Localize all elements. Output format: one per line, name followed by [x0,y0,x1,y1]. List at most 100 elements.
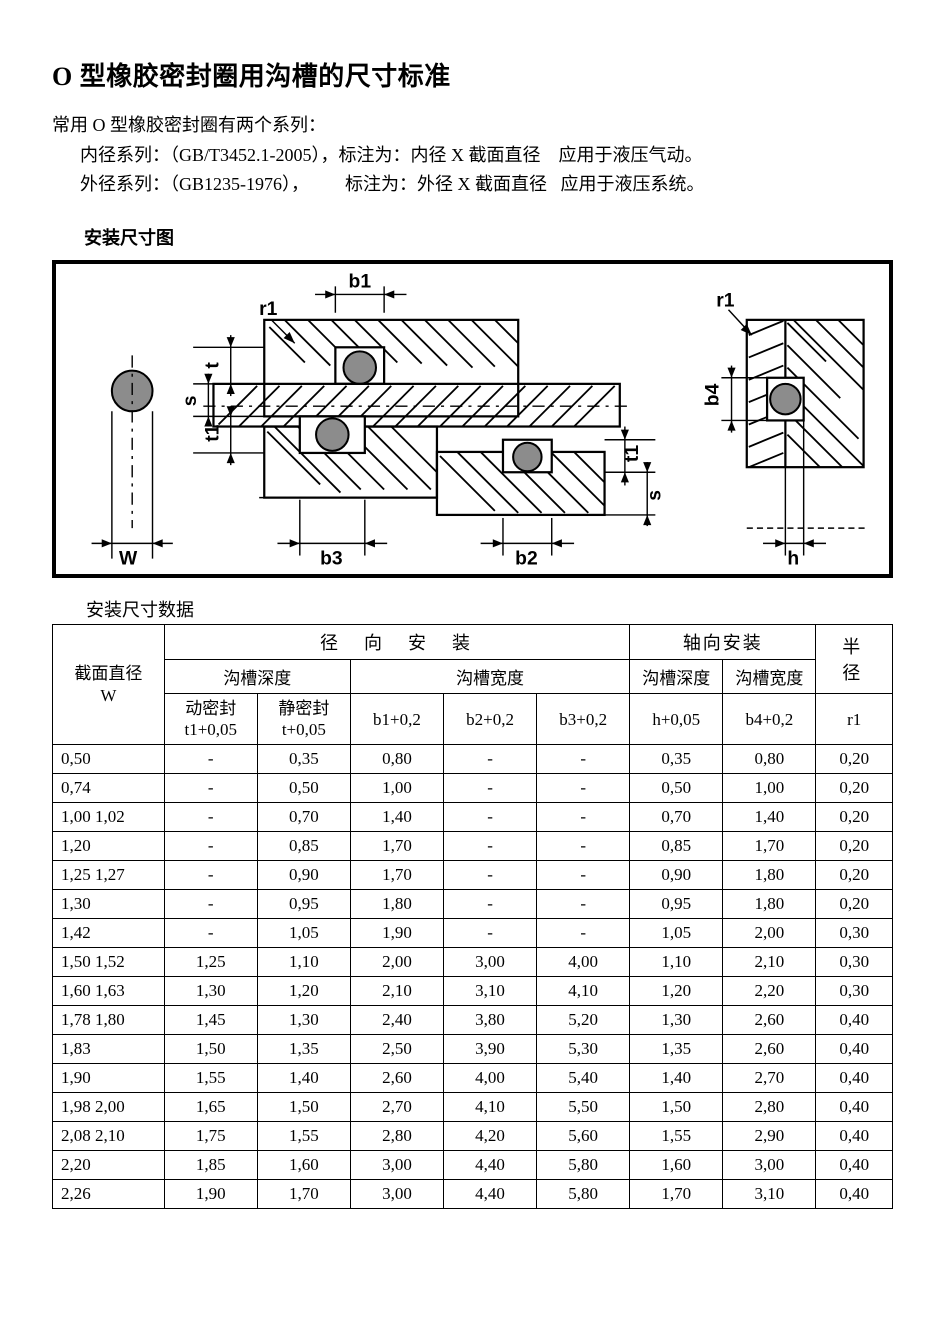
intro-line-2b: ， [291,174,309,194]
table-cell: 3,10 [444,977,537,1006]
table-cell: 1,75 [164,1122,257,1151]
table-cell: - [537,774,630,803]
th-r1: r1 [816,693,893,745]
th-radius: 半 径 [816,624,893,693]
table-cell: - [444,919,537,948]
table-cell: 0,70 [630,803,723,832]
label-b1: b1 [349,271,372,292]
table-cell: - [164,919,257,948]
table-cell: 1,85 [164,1151,257,1180]
table-cell: 1,25 [164,948,257,977]
th-groove-depth-radial: 沟槽深度 [164,659,350,693]
table-cell: 1,65 [164,1093,257,1122]
label-t1-left: t1 [203,424,224,441]
label-s-left: s [180,396,201,407]
th-static: 静密封 t+0,05 [257,693,350,745]
table-cell: 3,00 [444,948,537,977]
table-row: 0,74-0,501,00--0,501,000,20 [53,774,893,803]
table-row: 1,25 1,27-0,901,70--0,901,800,20 [53,861,893,890]
table-cell: 1,42 [53,919,165,948]
table-cell: 1,90 [164,1180,257,1209]
table-cell: 1,00 [350,774,443,803]
label-b4: b4 [702,383,723,406]
table-cell: 4,40 [444,1151,537,1180]
table-cell: 0,50 [630,774,723,803]
table-cell: 0,40 [816,1035,893,1064]
table-cell: 0,50 [53,745,165,774]
label-b3: b3 [320,549,343,570]
table-cell: 2,80 [350,1122,443,1151]
diagram-svg: W [56,264,889,574]
table-cell: 1,30 [164,977,257,1006]
table-cell: - [444,861,537,890]
table-cell: - [444,745,537,774]
th-dyn: 动密封 t1+0,05 [164,693,257,745]
table-row: 2,261,901,703,004,405,801,703,100,40 [53,1180,893,1209]
table-cell: 4,40 [444,1180,537,1209]
table-cell: 1,20 [257,977,350,1006]
table-row: 2,201,851,603,004,405,801,603,000,40 [53,1151,893,1180]
table-cell: 0,30 [816,948,893,977]
label-t1-right: t1 [622,445,643,462]
label-W: W [119,549,138,570]
table-cell: 1,45 [164,1006,257,1035]
table-cell: 0,40 [816,1093,893,1122]
table-cell: 4,10 [537,977,630,1006]
intro-line-1: 内径系列：（GB/T3452.1-2005），标注为：内径 X 截面直径 应用于… [52,141,893,171]
table-cell: 0,90 [257,861,350,890]
label-r1-center: r1 [259,299,278,320]
table-cell: 5,40 [537,1064,630,1093]
table-cell: 2,20 [53,1151,165,1180]
table-cell: 1,60 [630,1151,723,1180]
table-cell: 2,80 [723,1093,816,1122]
table-cell: 1,00 [723,774,816,803]
table-cell: 1,55 [164,1064,257,1093]
th-cross-section-l1: 截面直径 [74,664,142,683]
table-cell: 4,10 [444,1093,537,1122]
installation-diagram: W [52,260,893,578]
table-cell: 1,10 [630,948,723,977]
table-cell: 0,85 [630,832,723,861]
intro-line-1b: ，标注为：内径 X 截面直径 [321,145,541,165]
table-cell: 4,00 [444,1064,537,1093]
table-cell: - [537,803,630,832]
th-axial: 轴向安装 [630,624,816,659]
table-cell: 0,40 [816,1151,893,1180]
table-cell: 1,50 1,52 [53,948,165,977]
table-row: 1,98 2,001,651,502,704,105,501,502,800,4… [53,1093,893,1122]
table-row: 1,78 1,801,451,302,403,805,201,302,600,4… [53,1006,893,1035]
table-cell: 3,00 [350,1180,443,1209]
intro-line-2a: 外径系列：（GB1235-1976） [80,174,291,194]
label-r1-right: r1 [716,291,735,312]
table-row: 1,20-0,851,70--0,851,700,20 [53,832,893,861]
table-cell: 2,60 [723,1035,816,1064]
th-groove-width-axial: 沟槽宽度 [723,659,816,693]
table-cell: 1,00 1,02 [53,803,165,832]
table-cell: 5,80 [537,1180,630,1209]
table-cell: 0,20 [816,803,893,832]
table-row: 1,50 1,521,251,102,003,004,001,102,100,3… [53,948,893,977]
table-cell: 1,70 [723,832,816,861]
intro-line-2c: 标注为：外径 X 截面直径 [309,174,547,194]
table-cell: 0,20 [816,890,893,919]
table-cell: 0,20 [816,774,893,803]
table-cell: 1,50 [164,1035,257,1064]
table-cell: 1,20 [630,977,723,1006]
table-cell: 0,20 [816,745,893,774]
table-cell: 1,35 [257,1035,350,1064]
table-cell: 3,80 [444,1006,537,1035]
table-cell: - [537,832,630,861]
table-cell: 5,60 [537,1122,630,1151]
th-cross-section: 截面直径 W [53,624,165,745]
table-cell: - [164,774,257,803]
table-cell: - [164,745,257,774]
table-row: 1,30-0,951,80--0,951,800,20 [53,890,893,919]
intro-line-2d: 应用于液压系统。 [547,174,705,194]
table-cell: 1,05 [257,919,350,948]
table-cell: - [444,832,537,861]
th-groove-width-radial: 沟槽宽度 [350,659,629,693]
table-cell: - [164,803,257,832]
label-s-right: s [644,490,665,501]
th-groove-depth-axial: 沟槽深度 [630,659,723,693]
table-cell: 0,50 [257,774,350,803]
